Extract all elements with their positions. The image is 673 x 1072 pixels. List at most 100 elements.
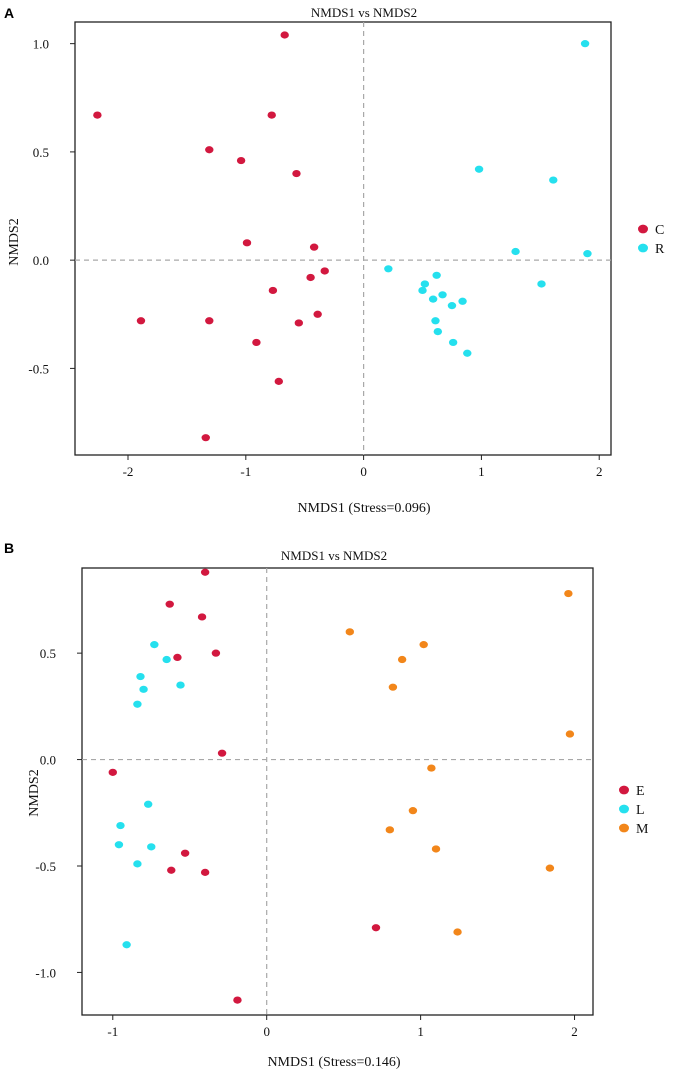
panel-a: A NMDS1 vs NMDS2 NMDS1 (Stress=0.096) NM…	[4, 5, 665, 516]
point-c	[294, 319, 304, 327]
point-m	[388, 683, 398, 691]
y-tick-label: 0.5	[33, 145, 49, 160]
point-l	[122, 941, 131, 949]
point-c	[201, 434, 210, 442]
point-m	[453, 928, 462, 936]
point-r	[428, 295, 438, 303]
point-m	[564, 589, 573, 598]
point-r	[583, 250, 592, 258]
point-r	[418, 286, 427, 295]
point-l	[147, 843, 156, 851]
point-r	[458, 297, 467, 305]
y-tick-label: 0.5	[40, 646, 56, 661]
legend-marker-l	[619, 804, 629, 814]
point-c	[205, 146, 214, 154]
point-r	[549, 176, 558, 184]
y-tick-label: 0.0	[33, 253, 49, 268]
point-e	[233, 996, 242, 1004]
point-c	[280, 31, 289, 39]
x-tick-label: -2	[123, 464, 134, 479]
legend-marker-m	[619, 823, 629, 833]
y-tick-label: -0.5	[35, 859, 56, 874]
y-tick-label: 0.0	[40, 753, 56, 768]
point-e	[167, 866, 176, 874]
legend-label-r: R	[655, 242, 665, 257]
legend-marker-e	[619, 785, 629, 795]
x-tick-label: 0	[360, 464, 367, 479]
point-e	[173, 653, 182, 662]
point-c	[292, 169, 301, 178]
point-r	[432, 271, 441, 279]
point-e	[165, 600, 174, 608]
x-tick-label: 2	[596, 464, 603, 479]
point-c	[205, 317, 214, 325]
x-axis-label-b: NMDS1 (Stress=0.146)	[267, 1055, 400, 1070]
point-m	[345, 628, 355, 636]
plot-frame	[81, 567, 594, 1016]
point-r	[537, 280, 546, 288]
point-e	[197, 613, 207, 621]
point-l	[116, 821, 125, 830]
x-axis-label-a: NMDS1 (Stress=0.096)	[297, 501, 430, 516]
x-tick-label: 0	[263, 1024, 270, 1039]
y-tick-label: 1.0	[33, 37, 49, 52]
plot-area-b: -1 0 1 2 -1.0 -0.5 0.0 0.5	[35, 567, 594, 1039]
point-r	[438, 291, 447, 299]
point-r	[447, 302, 457, 310]
point-m	[385, 826, 395, 834]
point-l	[139, 685, 148, 693]
point-m	[419, 641, 428, 649]
x-tick-label: 1	[478, 464, 485, 479]
legend-label-c: C	[655, 223, 664, 238]
point-m	[427, 764, 436, 772]
panel-label-a: A	[4, 5, 14, 21]
point-c	[267, 111, 276, 119]
point-l	[136, 672, 145, 681]
point-l	[114, 841, 124, 849]
point-m	[545, 864, 555, 872]
chart-title-b: NMDS1 vs NMDS2	[281, 548, 387, 563]
y-axis-label-a: NMDS2	[7, 218, 22, 265]
legend-label-l: L	[636, 803, 645, 818]
legend-b: ELM	[619, 784, 649, 837]
chart-title-a: NMDS1 vs NMDS2	[311, 5, 417, 20]
point-c	[274, 377, 283, 385]
point-m	[397, 655, 407, 664]
point-c	[309, 243, 319, 251]
point-l	[143, 800, 153, 808]
legend-marker-r	[638, 243, 648, 253]
point-r	[474, 165, 484, 173]
point-l	[133, 700, 142, 708]
point-e	[108, 768, 117, 776]
point-e	[371, 924, 381, 932]
x-tick-label: -1	[240, 464, 251, 479]
point-m	[408, 807, 418, 815]
panel-b: B NMDS1 vs NMDS2 NMDS1 (Stress=0.146) NM…	[4, 540, 649, 1070]
point-c	[306, 273, 315, 282]
y-tick-label: -1.0	[35, 965, 56, 980]
plot-frame	[74, 21, 612, 456]
point-e	[211, 649, 221, 657]
point-l	[176, 681, 185, 689]
legend-label-e: E	[636, 784, 645, 799]
point-r	[448, 338, 458, 347]
legend-label-m: M	[636, 822, 649, 837]
x-tick-label: 1	[417, 1024, 424, 1039]
point-c	[242, 239, 252, 247]
point-r	[420, 280, 430, 288]
point-c	[136, 317, 146, 325]
x-tick-label: 2	[571, 1024, 578, 1039]
y-tick-label: -0.5	[28, 361, 49, 376]
legend-a: CR	[638, 223, 665, 257]
point-r	[463, 349, 472, 357]
point-l	[162, 655, 171, 664]
x-tick-label: -1	[107, 1024, 118, 1039]
point-e	[200, 568, 210, 576]
point-r	[433, 327, 443, 336]
point-e	[180, 849, 190, 857]
panel-label-b: B	[4, 540, 14, 556]
point-m	[431, 845, 441, 853]
point-m	[565, 730, 575, 738]
plot-area-a: -2 -1 0 1 2 -0.5 0.0 0.5 1.0	[28, 21, 612, 479]
